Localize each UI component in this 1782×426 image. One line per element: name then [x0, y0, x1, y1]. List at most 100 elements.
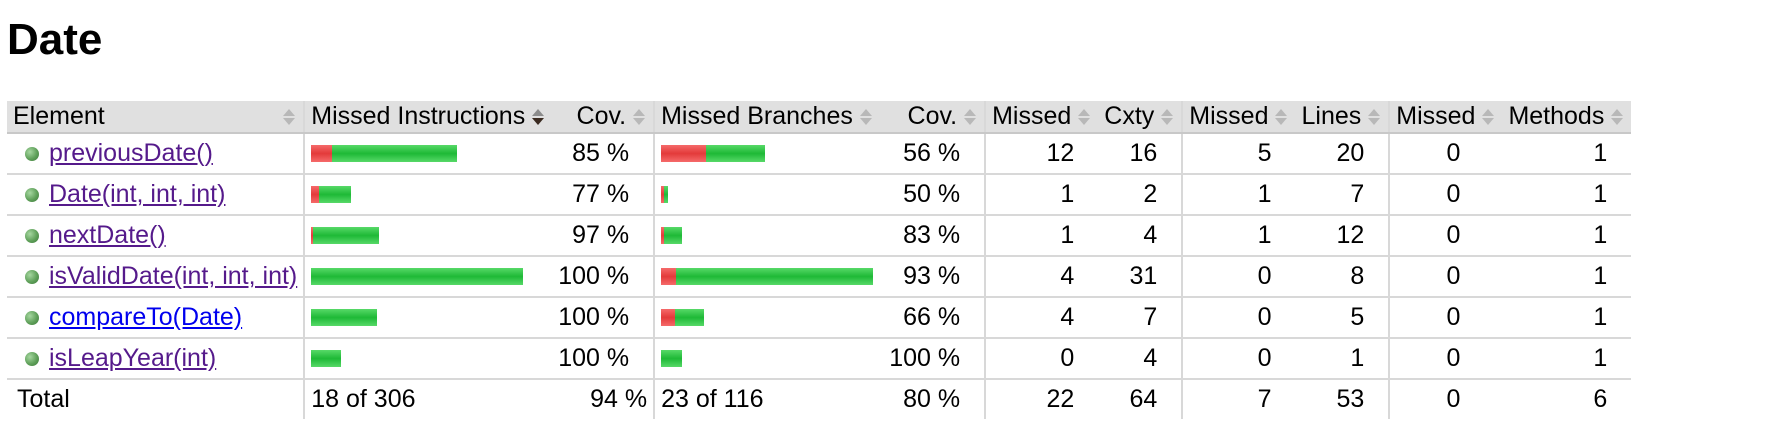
method-link[interactable]: isValidDate(int, int, int)	[49, 262, 298, 290]
cxty: 2	[1098, 174, 1183, 216]
missed-methods: 0	[1388, 297, 1503, 339]
table-row: previousDate() 85 % 56 % 12 16 5 20	[7, 133, 1632, 175]
header-missed-methods-label: Missed	[1396, 102, 1476, 130]
element-cell: isLeapYear(int)	[7, 338, 305, 380]
sort-icon	[1368, 106, 1382, 128]
cxty: 4	[1098, 338, 1183, 380]
header-missed-cxty-label: Missed	[992, 102, 1072, 130]
total-branches: 23 of 116	[653, 379, 881, 419]
missed-bar	[661, 309, 676, 326]
instructions-coverage: 100 %	[552, 256, 655, 298]
missed-instructions-cell	[303, 297, 553, 339]
header-missed-cxty[interactable]: Missed	[984, 101, 1099, 134]
instructions-coverage: 85 %	[552, 133, 655, 175]
missed-methods: 0	[1388, 338, 1503, 380]
header-cxty[interactable]: Cxty	[1098, 101, 1183, 134]
header-cov-branches-label: Cov.	[907, 102, 958, 130]
missed-bar	[661, 145, 707, 162]
header-cov-instructions[interactable]: Cov.	[552, 101, 655, 134]
header-methods[interactable]: Methods	[1502, 101, 1632, 134]
cxty: 4	[1098, 215, 1183, 257]
covered-bar	[313, 227, 380, 244]
methods: 1	[1502, 133, 1632, 175]
covered-bar	[311, 350, 342, 367]
branches-coverage: 56 %	[880, 133, 986, 175]
branches-coverage-bar	[661, 186, 874, 203]
lines: 7	[1295, 174, 1390, 216]
missed-methods: 0	[1388, 133, 1503, 175]
missed-bar	[311, 186, 320, 203]
method-link[interactable]: Date(int, int, int)	[49, 180, 226, 208]
sort-descending-icon	[532, 106, 546, 128]
branches-coverage: 83 %	[880, 215, 986, 257]
methods: 1	[1502, 256, 1632, 298]
branches-coverage-bar	[661, 227, 874, 244]
header-missed-branches[interactable]: Missed Branches	[653, 101, 881, 134]
header-missed-methods[interactable]: Missed	[1388, 101, 1503, 134]
covered-bar	[311, 309, 378, 326]
covered-bar	[311, 268, 524, 285]
missed-branches-cell	[653, 174, 881, 216]
missed-lines: 1	[1181, 215, 1296, 257]
method-link[interactable]: previousDate()	[49, 139, 213, 167]
covered-bar	[664, 186, 669, 203]
missed-cxty: 12	[984, 133, 1099, 175]
lines: 20	[1295, 133, 1390, 175]
sort-icon	[964, 106, 978, 128]
lines: 5	[1295, 297, 1390, 339]
branches-coverage: 50 %	[880, 174, 986, 216]
header-missed-lines[interactable]: Missed	[1181, 101, 1296, 134]
instructions-coverage: 97 %	[552, 215, 655, 257]
covered-bar	[664, 227, 683, 244]
branches-coverage: 93 %	[880, 256, 986, 298]
element-cell: Date(int, int, int)	[7, 174, 305, 216]
method-status-icon	[25, 228, 39, 243]
cxty: 31	[1098, 256, 1183, 298]
header-cxty-label: Cxty	[1104, 102, 1155, 130]
header-missed-instructions-label: Missed Instructions	[311, 102, 526, 130]
table-header: Element Missed Instructions Cov. Missed …	[7, 101, 1632, 134]
sort-icon	[860, 106, 874, 128]
sort-icon	[1611, 106, 1625, 128]
covered-bar	[675, 309, 705, 326]
total-instructions: 18 of 306	[303, 379, 553, 419]
method-status-icon	[25, 310, 39, 325]
total-label: Total	[17, 385, 70, 413]
table-row: isLeapYear(int) 100 % 100 % 0 4 0 1	[7, 338, 1632, 380]
missed-cxty: 4	[984, 256, 1099, 298]
table-row: compareTo(Date) 100 % 66 % 4 7 0 5	[7, 297, 1632, 339]
sort-icon	[1482, 106, 1496, 128]
page-title: Date	[7, 15, 103, 64]
header-cov-instructions-label: Cov.	[576, 102, 627, 130]
total-instructions-cov: 94 %	[590, 385, 648, 413]
missed-instructions-cell	[303, 174, 553, 216]
branches-coverage: 66 %	[880, 297, 986, 339]
header-element[interactable]: Element	[7, 101, 305, 134]
method-status-icon	[25, 146, 39, 161]
element-cell: compareTo(Date)	[7, 297, 305, 339]
sort-icon	[283, 106, 297, 128]
method-link[interactable]: nextDate()	[49, 221, 166, 249]
instructions-coverage-bar	[311, 145, 546, 162]
sort-icon	[1275, 106, 1289, 128]
methods: 1	[1502, 338, 1632, 380]
methods: 1	[1502, 174, 1632, 216]
total-cxty: 64	[1129, 385, 1158, 413]
missed-branches-cell	[653, 215, 881, 257]
method-link[interactable]: isLeapYear(int)	[49, 344, 217, 372]
missed-branches-cell	[653, 297, 881, 339]
method-link[interactable]: compareTo(Date)	[49, 303, 243, 331]
header-lines[interactable]: Lines	[1295, 101, 1390, 134]
header-cov-branches[interactable]: Cov.	[880, 101, 986, 134]
instructions-coverage-bar	[311, 309, 546, 326]
total-missed-cxty: 22	[984, 379, 1099, 419]
covered-bar	[676, 268, 874, 285]
sort-icon	[1078, 106, 1092, 128]
missed-branches-cell	[653, 133, 881, 175]
missed-cxty: 4	[984, 297, 1099, 339]
cxty: 16	[1098, 133, 1183, 175]
missed-lines: 0	[1181, 297, 1296, 339]
header-missed-instructions[interactable]: Missed Instructions	[303, 101, 553, 134]
branches-coverage-bar	[661, 145, 874, 162]
header-lines-label: Lines	[1301, 102, 1362, 130]
